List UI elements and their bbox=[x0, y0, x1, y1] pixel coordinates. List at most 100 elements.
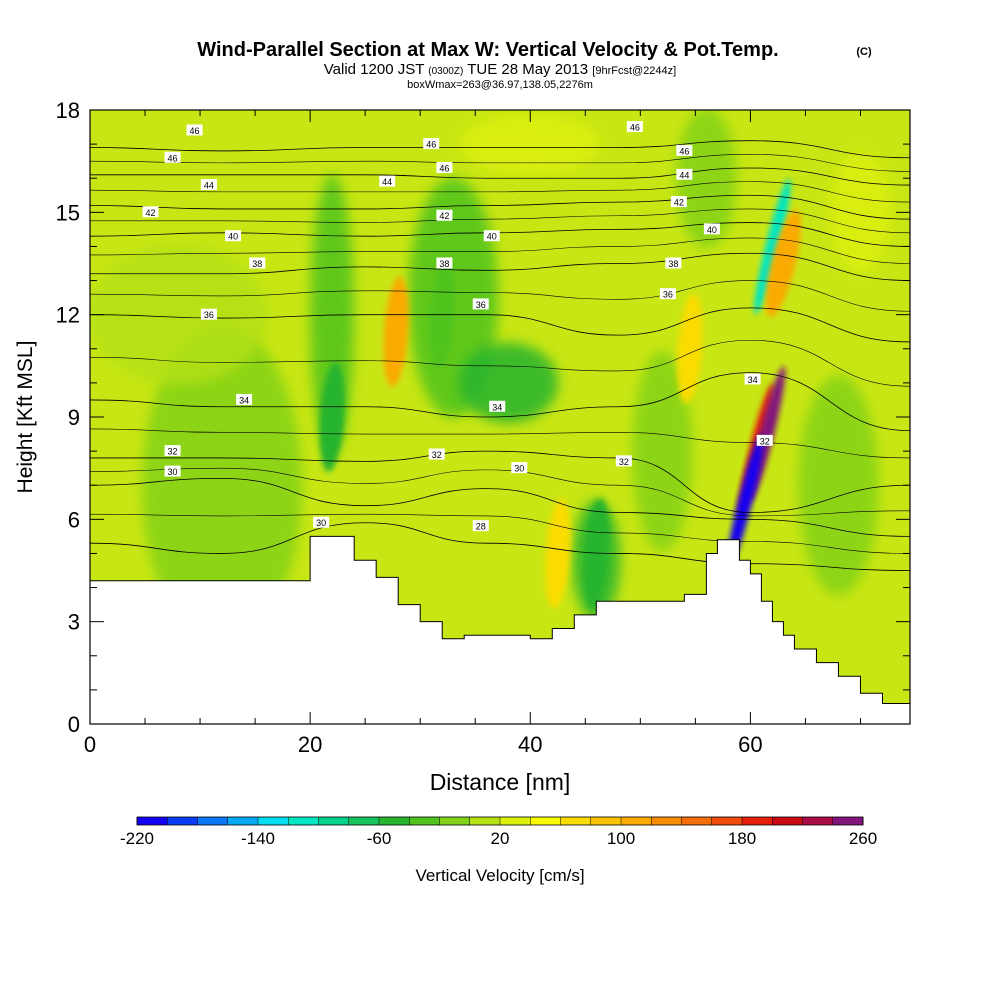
contour-label: 42 bbox=[436, 209, 453, 221]
velocity-core bbox=[726, 434, 764, 571]
contour-label: 34 bbox=[489, 400, 506, 412]
velocity-region bbox=[458, 342, 559, 423]
colorbar-swatch bbox=[711, 817, 743, 825]
contour-label-bg bbox=[670, 196, 687, 208]
contour-label-text: 46 bbox=[168, 153, 178, 163]
contour-label-text: 38 bbox=[668, 259, 678, 269]
contour-label-text: 34 bbox=[239, 395, 249, 405]
colorbar-swatch bbox=[742, 817, 773, 825]
theta-contour-minor bbox=[90, 154, 910, 172]
contour-label: 46 bbox=[626, 121, 643, 133]
contour-label-bg bbox=[225, 230, 242, 242]
contour-label-text: 38 bbox=[439, 259, 449, 269]
contour-label-bg bbox=[665, 257, 682, 269]
contour-label: 42 bbox=[142, 206, 159, 218]
x-tick-label: 0 bbox=[84, 732, 96, 757]
contour-label-bg bbox=[756, 434, 773, 446]
chart-title: Wind-Parallel Section at Max W: Vertical… bbox=[197, 39, 778, 61]
colorbar-tick-label: -140 bbox=[241, 829, 275, 848]
velocity-core bbox=[583, 498, 609, 609]
contour-label-bg bbox=[436, 257, 453, 269]
contour-label: 44 bbox=[200, 179, 217, 191]
y-tick-label: 3 bbox=[68, 610, 80, 635]
theta-contour-minor bbox=[90, 280, 910, 312]
contour-label-bg bbox=[483, 230, 500, 242]
velocity-region bbox=[460, 114, 601, 175]
contour-label: 36 bbox=[659, 288, 676, 300]
contour-label-text: 44 bbox=[204, 181, 214, 191]
contour-label: 40 bbox=[225, 230, 242, 242]
velocity-core bbox=[677, 293, 703, 404]
contour-label-bg bbox=[626, 121, 643, 133]
contour-label-bg bbox=[200, 179, 217, 191]
colorbar-swatch bbox=[227, 817, 259, 825]
contour-label-text: 30 bbox=[316, 518, 326, 528]
contour-label: 44 bbox=[379, 175, 396, 187]
contour-label-text: 32 bbox=[168, 447, 178, 457]
velocity-region bbox=[632, 351, 693, 552]
theta-contour-minor bbox=[90, 181, 910, 203]
colorbar-swatch bbox=[137, 817, 168, 825]
contour-label-bg bbox=[511, 462, 528, 474]
contour-label-bg bbox=[142, 206, 159, 218]
x-tick-label: 40 bbox=[518, 732, 542, 757]
colorbar-swatch bbox=[590, 817, 622, 825]
velocity-core bbox=[754, 178, 791, 315]
contour-label-bg bbox=[615, 455, 632, 467]
contour-label: 38 bbox=[249, 257, 266, 269]
contour-label: 38 bbox=[665, 257, 682, 269]
colorbar-swatch bbox=[409, 817, 440, 825]
chart-subtitle: Valid 1200 JST (0300Z) TUE 28 May 2013 [… bbox=[324, 61, 676, 78]
contour-label: 34 bbox=[236, 393, 253, 405]
contour-label-bg bbox=[436, 209, 453, 221]
contour-label: 32 bbox=[428, 448, 445, 460]
contour-label: 46 bbox=[423, 138, 440, 150]
contour-label-text: 34 bbox=[748, 375, 758, 385]
theta-contour-46 bbox=[90, 140, 910, 159]
subtitle-utc: (0300Z) bbox=[428, 66, 463, 77]
contour-label-bg bbox=[428, 448, 445, 460]
contour-label-bg bbox=[489, 400, 506, 412]
theta-contour-minor bbox=[90, 339, 910, 387]
contour-label-text: 32 bbox=[619, 457, 629, 467]
colorbar-tick-label: -220 bbox=[120, 829, 154, 848]
contour-label-text: 30 bbox=[168, 467, 178, 477]
contour-label-text: 40 bbox=[487, 232, 497, 242]
contour-label-text: 32 bbox=[432, 450, 442, 460]
contour-label: 30 bbox=[313, 516, 330, 528]
contour-label-text: 46 bbox=[630, 123, 640, 133]
theta-contour-44 bbox=[90, 167, 910, 186]
y-tick-label: 12 bbox=[56, 303, 80, 328]
colorbar-swatch bbox=[621, 817, 652, 825]
contour-label: 46 bbox=[164, 151, 181, 163]
colorbar-tick-label: 20 bbox=[491, 829, 510, 848]
contour-label-text: 40 bbox=[228, 232, 238, 242]
colorbar-swatch bbox=[258, 817, 289, 825]
theta-contour-minor bbox=[90, 513, 910, 554]
contour-label-bg bbox=[676, 144, 693, 156]
contour-label: 40 bbox=[483, 230, 500, 242]
colorbar-swatch bbox=[802, 817, 834, 825]
contour-label-bg bbox=[186, 124, 203, 136]
contour-label: 34 bbox=[744, 373, 761, 385]
colorbar-swatch bbox=[348, 817, 380, 825]
contour-label-bg bbox=[472, 298, 489, 310]
theta-contour-42 bbox=[90, 194, 910, 220]
contour-label: 32 bbox=[164, 445, 181, 457]
plot-area: 46 46 44 42 40 38 36 34 32 30 30 46 46 44 42 38 40 36 34 32… bbox=[90, 110, 910, 724]
contour-label-text: 28 bbox=[476, 522, 486, 532]
colorbar: -220 -140 -60 20 100 180 260 bbox=[120, 816, 877, 848]
velocity-region bbox=[830, 152, 891, 273]
contour-label: 28 bbox=[472, 520, 489, 532]
box-max-label: boxWmax=263@36.97,138.05,2276m bbox=[407, 79, 593, 91]
contour-label-text: 42 bbox=[674, 198, 684, 208]
colorbar-swatch bbox=[318, 817, 350, 825]
contour-label-bg bbox=[676, 168, 693, 180]
subtitle-valid: Valid 1200 JST bbox=[324, 61, 424, 78]
contour-label: 46 bbox=[676, 144, 693, 156]
colorbar-swatch bbox=[469, 817, 501, 825]
contour-label-text: 46 bbox=[426, 140, 436, 150]
colorbar-swatch bbox=[439, 817, 471, 825]
colorbar-label: Vertical Velocity [cm/s] bbox=[415, 866, 584, 885]
